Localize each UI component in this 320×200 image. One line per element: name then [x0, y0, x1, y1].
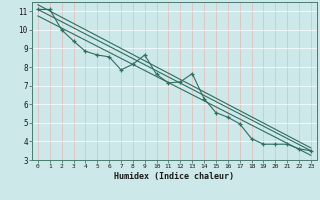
- X-axis label: Humidex (Indice chaleur): Humidex (Indice chaleur): [115, 172, 234, 181]
